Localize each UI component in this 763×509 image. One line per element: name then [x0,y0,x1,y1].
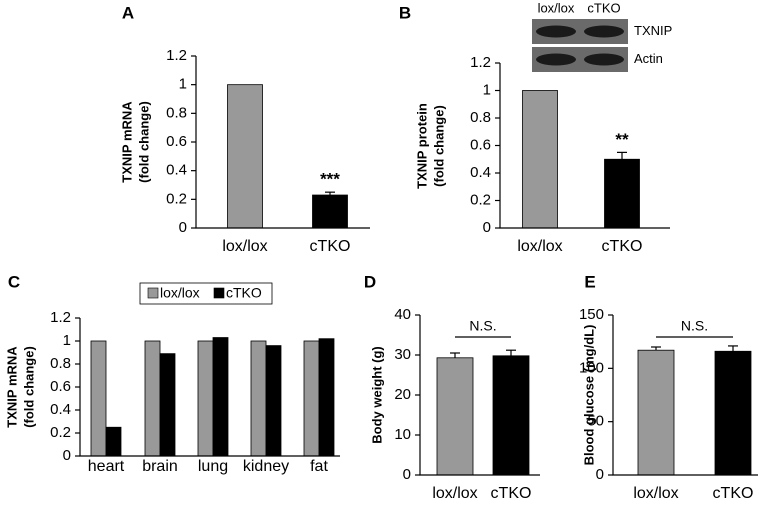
blot-band [584,25,624,38]
y-tick-label: 150 [579,306,604,323]
y-tick-label: 0.8 [470,109,491,126]
y-tick-label: 0.4 [470,164,491,181]
bar [604,158,640,229]
x-tick-label: lox/lox [633,485,678,502]
y-axis-label: Blood glucose (mg/dL) [581,325,596,466]
blot-lane-label: cTKO [587,0,620,15]
bar [144,340,161,457]
y-tick-label: 1.2 [50,309,71,326]
y-tick-label: 10 [394,426,411,443]
axis-line [79,318,340,457]
x-tick-label: lox/lox [432,485,477,502]
axis-line [612,315,758,476]
y-tick-label: 0.2 [470,191,491,208]
x-tick-label: cTKO [310,238,351,255]
y-axis-label: (fold change) [431,105,446,187]
axis-line [499,63,670,229]
y-axis-label: TXNIP protein [414,103,429,189]
blot-lane-label: lox/lox [538,0,575,15]
y-tick-label: 0 [483,219,491,236]
bar [714,350,752,476]
axis-line [419,315,540,476]
y-tick-label: 0.6 [166,133,187,150]
blot-band-label: Actin [634,51,663,66]
y-tick-label: 0.4 [166,162,187,179]
panel-label: E [584,272,595,291]
legend-label: cTKO [226,285,262,301]
comparison-label: N.S. [681,318,708,334]
y-tick-label: 1 [179,76,187,93]
y-tick-label: 0.6 [470,136,491,153]
bar [197,340,214,457]
bar [159,353,176,457]
panel-label: B [399,3,411,22]
legend-swatch [147,287,159,299]
y-tick-label: 0 [403,466,411,483]
x-tick-label: cTKO [713,485,754,502]
blot-band-label: TXNIP [634,23,672,38]
bar [637,349,675,476]
bar [265,345,282,457]
y-axis-label: TXNIP mRNA [4,346,19,428]
panel-label: C [8,272,20,291]
y-tick-label: 0 [179,219,187,236]
bar [212,337,229,457]
x-tick-label: lox/lox [517,238,562,255]
bar [90,340,107,457]
bar [522,90,558,229]
bar [227,84,263,229]
y-tick-label: 30 [394,346,411,363]
y-tick-label: 0 [63,447,71,464]
x-tick-label: cTKO [491,485,532,502]
significance-label: ** [615,130,629,149]
y-tick-label: 100 [579,359,604,376]
y-tick-label: 0.6 [50,378,71,395]
x-tick-label: lox/lox [222,238,267,255]
y-tick-label: 0 [596,466,604,483]
x-tick-label: fat [310,458,328,475]
y-tick-label: 0.2 [50,424,71,441]
x-tick-label: heart [88,458,125,475]
x-tick-label: brain [142,458,178,475]
bar [303,340,320,457]
significance-label: *** [320,170,340,189]
y-axis-label: (fold change) [136,101,151,183]
panel-label: A [122,3,134,22]
panel-label: D [364,272,376,291]
legend-box [139,282,273,305]
y-tick-label: 20 [394,386,411,403]
y-tick-label: 50 [587,413,604,430]
y-tick-label: 1 [483,81,491,98]
blot-band [584,53,624,66]
y-axis-label: TXNIP mRNA [119,101,134,183]
y-tick-label: 0.4 [50,401,71,418]
x-tick-label: lung [198,458,228,475]
y-tick-label: 1 [63,332,71,349]
legend-swatch [213,287,225,299]
legend-label: lox/lox [160,285,200,301]
y-tick-label: 1.2 [470,54,491,71]
y-tick-label: 1.2 [166,47,187,64]
y-tick-label: 0.8 [166,104,187,121]
comparison-label: N.S. [469,318,496,334]
bar [318,338,335,457]
bar [105,426,122,457]
blot-band [536,25,576,38]
blot-band [536,53,576,66]
y-tick-label: 0.2 [166,190,187,207]
y-tick-label: 40 [394,306,411,323]
bar [492,355,530,476]
bar [312,194,348,229]
bar [250,340,267,457]
x-tick-label: kidney [243,458,289,475]
y-tick-label: 0.8 [50,355,71,372]
axis-line [195,56,370,229]
bar [436,357,474,476]
x-tick-label: cTKO [602,238,643,255]
y-axis-label: (fold change) [21,346,36,428]
y-axis-label: Body weight (g) [369,346,384,444]
